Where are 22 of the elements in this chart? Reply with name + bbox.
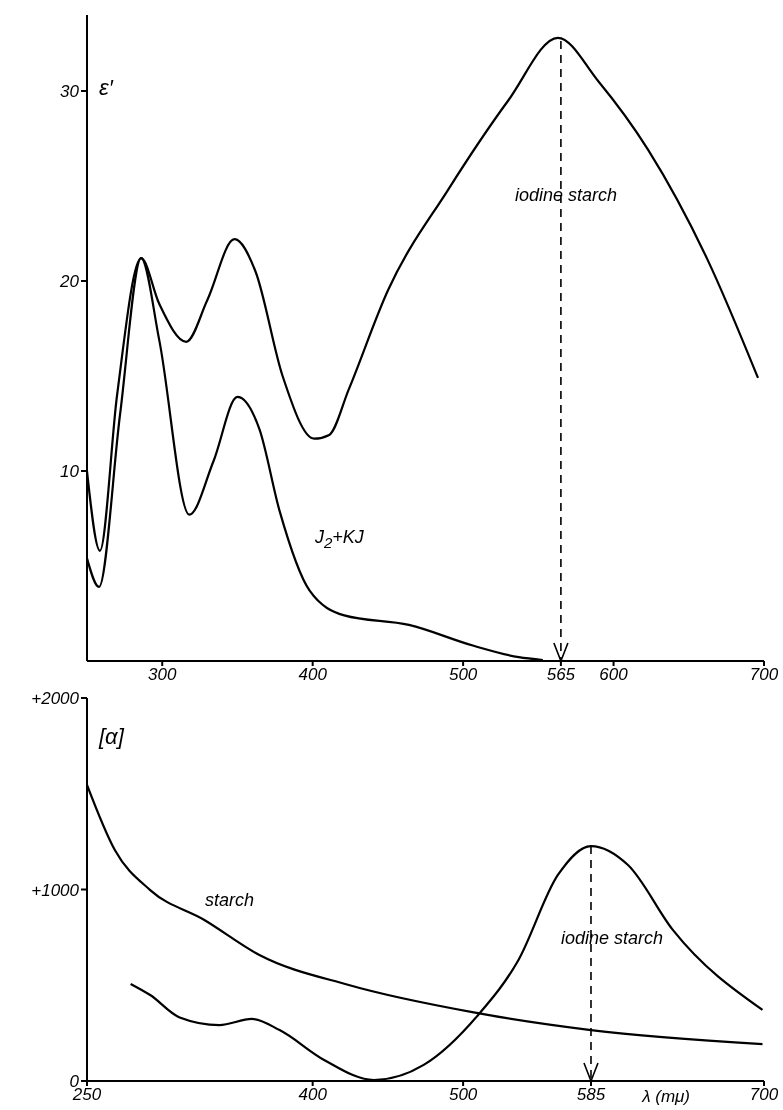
series-label: iodine starch: [561, 928, 664, 948]
x-tick-label: 585: [576, 1085, 606, 1105]
x-tick-label: 700: [749, 665, 779, 685]
text: iodine starch: [515, 185, 618, 205]
series-label: J$_{2}$+KJ: [315, 527, 364, 553]
x-tick-label: 500: [448, 1085, 478, 1105]
x-tick-label: 500: [448, 665, 478, 685]
y-tick-label: 10: [60, 462, 80, 482]
series-label: starch: [205, 890, 255, 910]
y-tick-label: +2000: [31, 689, 80, 709]
y-tick-label: 30: [60, 82, 80, 102]
x-axis-title: λ (mμ): [642, 1087, 691, 1107]
x-tick-label: 300: [148, 665, 177, 685]
y-tick-label: +1000: [31, 880, 80, 900]
x-tick-label: 600: [599, 665, 629, 685]
x-tick-label: 700: [749, 1085, 779, 1105]
x-tick-label: 400: [298, 665, 328, 685]
y-axis-title: [α]: [99, 724, 124, 750]
x-tick-label: 565: [546, 665, 576, 685]
x-tick-label: 400: [298, 1085, 328, 1105]
y-tick-label: 20: [59, 272, 80, 292]
y-axis-title: ε′: [99, 75, 113, 101]
